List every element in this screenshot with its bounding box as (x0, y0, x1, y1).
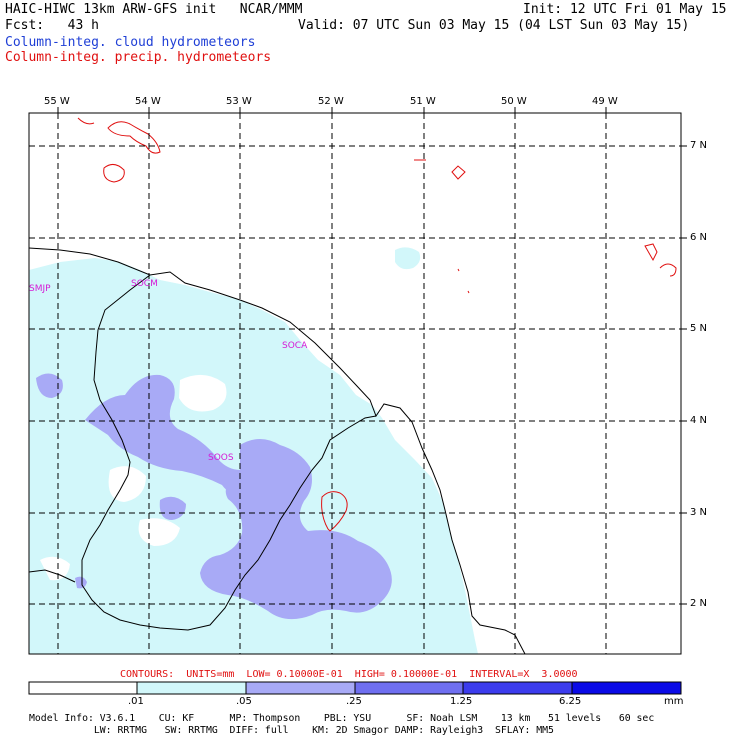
colorbar-unit: mm (664, 696, 684, 707)
colorbar-bin-1 (136, 681, 247, 695)
colorbar-bin-5 (571, 681, 682, 695)
run-title: HAIC-HIWC 13km ARW-GFS init NCAR/MMM (5, 2, 303, 17)
lon-label: 54 W (135, 96, 161, 107)
lat-label: 6 N (690, 232, 708, 243)
valid-time: Valid: 07 UTC Sun 03 May 15 (04 LST Sun … (298, 18, 690, 33)
station-label-smjp: SMJP (29, 284, 51, 294)
map-frame (28, 112, 682, 655)
model-info-line-1: Model Info: V3.6.1 CU: KF MP: Thompson P… (29, 713, 655, 724)
init-time: Init: 12 UTC Fri 01 May 15 (523, 2, 727, 17)
colorbar (28, 681, 682, 695)
lon-label: 55 W (44, 96, 70, 107)
colorbar-label: .25 (346, 696, 362, 707)
colorbar-label: .05 (236, 696, 252, 707)
precip-contours (77, 117, 677, 532)
colorbar-bin-0 (28, 681, 138, 695)
cloud-field-medium (36, 373, 392, 620)
lat-label: 4 N (690, 415, 708, 426)
colorbar-label: 6.25 (559, 696, 582, 707)
lon-label: 49 W (592, 96, 618, 107)
lon-label: 51 W (410, 96, 436, 107)
colorbar-bin-3 (354, 681, 464, 695)
forecast-hour: Fcst: 43 h (5, 18, 99, 33)
coastlines-borders (28, 247, 526, 655)
lat-label: 3 N (690, 507, 708, 518)
lon-label: 52 W (318, 96, 344, 107)
colorbar-bin-4 (462, 681, 573, 695)
lat-label: 5 N (690, 323, 708, 334)
lat-label: 2 N (690, 598, 708, 609)
colorbar-label: 1.25 (450, 696, 473, 707)
lon-label: 50 W (501, 96, 527, 107)
station-label-socm: SOCM (131, 279, 158, 289)
field-label-cloud: Column-integ. cloud hydrometeors (5, 35, 256, 50)
colorbar-label: .01 (128, 696, 144, 707)
station-label-soos: SOOS (208, 453, 234, 463)
lat-label: 7 N (690, 140, 708, 151)
contours-info: CONTOURS: UNITS=mm LOW= 0.10000E-01 HIGH… (120, 669, 578, 680)
field-label-precip: Column-integ. precip. hydrometeors (5, 50, 272, 65)
model-info-line-2: LW: RRTMG SW: RRTMG DIFF: full KM: 2D Sm… (29, 725, 554, 736)
station-label-soca: SOCA (282, 341, 308, 351)
lon-label: 53 W (226, 96, 252, 107)
lat-lon-grid (29, 113, 681, 654)
colorbar-bin-2 (245, 681, 356, 695)
